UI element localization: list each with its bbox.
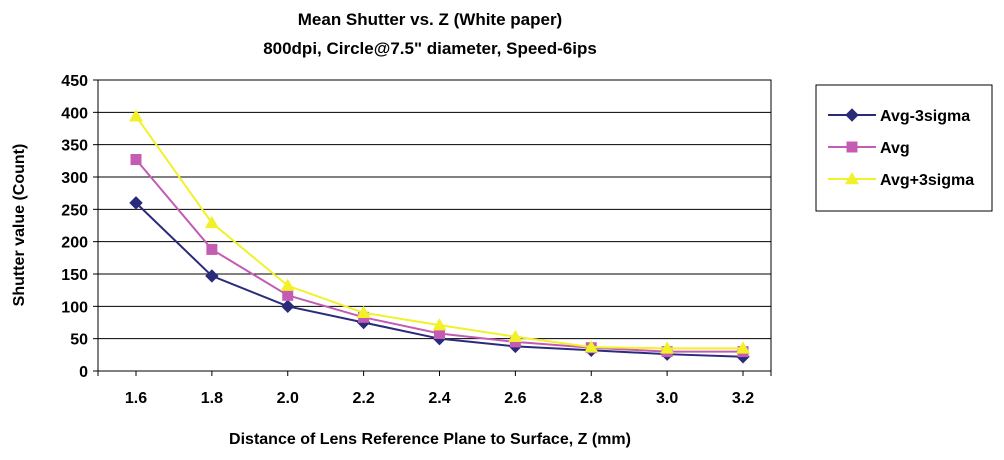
legend-label: Avg-3sigma xyxy=(880,108,970,125)
legend-item: Avg xyxy=(828,140,910,157)
legend-item: Avg-3sigma xyxy=(828,108,970,125)
x-tick-label: 1.8 xyxy=(201,390,223,407)
chart-title: Mean Shutter vs. Z (White paper) xyxy=(298,10,562,29)
x-tick-label: 2.8 xyxy=(580,390,602,407)
data-point xyxy=(206,243,218,255)
data-point xyxy=(129,109,143,122)
x-axis: 1.6 1.8 2.0 2.2 2.4 2.6 2.8 3.0 3.2 xyxy=(97,371,772,407)
legend: Avg-3sigma Avg Avg+3sigma xyxy=(815,84,993,212)
y-tick-label: 150 xyxy=(61,267,88,284)
data-point xyxy=(282,289,294,301)
series-lines xyxy=(129,109,750,364)
x-tick-label: 3.2 xyxy=(732,390,754,407)
data-point xyxy=(129,196,143,210)
y-tick-label: 50 xyxy=(70,332,88,349)
legend-label: Avg+3sigma xyxy=(880,172,974,189)
legend-label: Avg xyxy=(880,140,910,157)
data-point xyxy=(584,340,599,353)
data-point xyxy=(280,278,295,291)
series-line xyxy=(135,115,743,350)
y-tick-label: 300 xyxy=(61,170,88,187)
data-point xyxy=(736,341,750,354)
data-point xyxy=(205,269,219,283)
legend-item: Avg+3sigma xyxy=(828,172,974,189)
legend-marker xyxy=(845,108,859,122)
y-tick-label: 250 xyxy=(61,202,88,219)
y-tick-label: 400 xyxy=(61,105,88,122)
data-point xyxy=(432,318,447,331)
data-point xyxy=(660,341,675,354)
legend-marker xyxy=(845,172,859,185)
data-point xyxy=(434,327,445,339)
data-point xyxy=(508,329,523,342)
x-tick-label: 3.0 xyxy=(656,390,678,407)
legend-marker xyxy=(846,141,858,153)
chart-subtitle: 800dpi, Circle@7.5" diameter, Speed-6ips xyxy=(263,39,597,58)
data-point xyxy=(356,305,371,319)
data-point xyxy=(130,154,142,166)
series-avg-3sigma xyxy=(129,109,750,354)
y-tick-label: 350 xyxy=(61,138,88,155)
gridlines xyxy=(98,79,771,340)
x-tick-label: 1.6 xyxy=(125,390,147,407)
data-point xyxy=(281,299,295,314)
x-tick-label: 2.4 xyxy=(428,390,450,407)
x-tick-label: 2.0 xyxy=(277,390,299,407)
data-point xyxy=(204,215,219,229)
x-tick-label: 2.6 xyxy=(504,390,526,407)
y-tick-label: 200 xyxy=(61,235,88,252)
y-tick-label: 0 xyxy=(79,364,88,381)
y-tick-label: 450 xyxy=(61,73,88,90)
y-axis: 0 50 100 150 200 250 300 350 400 450 xyxy=(61,73,98,381)
y-tick-label: 100 xyxy=(61,299,88,316)
x-tick-label: 2.2 xyxy=(353,390,375,407)
y-axis-title: Shutter value (Count) xyxy=(11,144,28,307)
plot-area xyxy=(97,79,772,372)
x-axis-title: Distance of Lens Reference Plane to Surf… xyxy=(229,431,631,448)
